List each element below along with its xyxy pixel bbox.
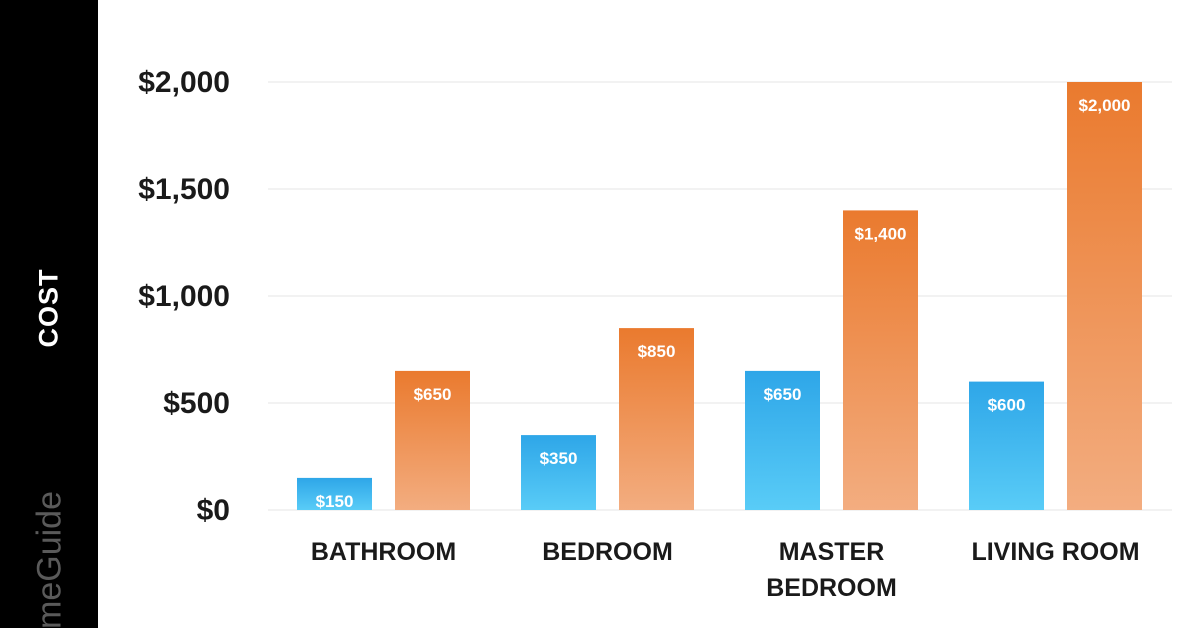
bar-value-label: $150 xyxy=(316,492,354,511)
category-label: BEDROOM xyxy=(766,574,897,602)
y-tick-label: $0 xyxy=(197,494,230,527)
bar-blue xyxy=(297,477,372,510)
bar-value-label: $650 xyxy=(764,385,802,404)
axis-sidebar: COST meGuide xyxy=(0,0,98,629)
category-label: BEDROOM xyxy=(542,538,673,566)
bar-blue xyxy=(745,370,820,510)
category-label: MASTER xyxy=(779,538,885,566)
bars: $150 $650 $350 $850 $650 $1,400 $600 $2,000 xyxy=(297,82,1142,511)
category-labels: BATHROOM BEDROOM MASTER BEDROOM LIVING ROOM xyxy=(311,538,1140,602)
y-tick-labels: $0 $500 $1,000 $1,500 $2,000 xyxy=(138,66,230,527)
bar-orange xyxy=(619,328,694,510)
y-tick-label: $500 xyxy=(163,387,230,420)
y-tick-label: $1,000 xyxy=(138,280,230,313)
bar-value-label: $1,400 xyxy=(855,224,907,243)
bar-value-label: $2,000 xyxy=(1079,96,1131,115)
bar-orange xyxy=(843,210,918,510)
bar-orange xyxy=(1067,82,1142,510)
category-label: LIVING ROOM xyxy=(971,538,1139,566)
y-tick-label: $2,000 xyxy=(138,66,230,99)
bar-blue xyxy=(969,381,1044,510)
y-tick-label: $1,500 xyxy=(138,173,230,206)
bar-value-label: $650 xyxy=(414,385,452,404)
bar-value-label: $600 xyxy=(988,396,1026,415)
bar-blue xyxy=(521,435,596,510)
bar-value-label: $350 xyxy=(540,449,578,468)
category-label: BATHROOM xyxy=(311,538,456,566)
bar-orange xyxy=(395,370,470,510)
bar-value-label: $850 xyxy=(638,342,676,361)
